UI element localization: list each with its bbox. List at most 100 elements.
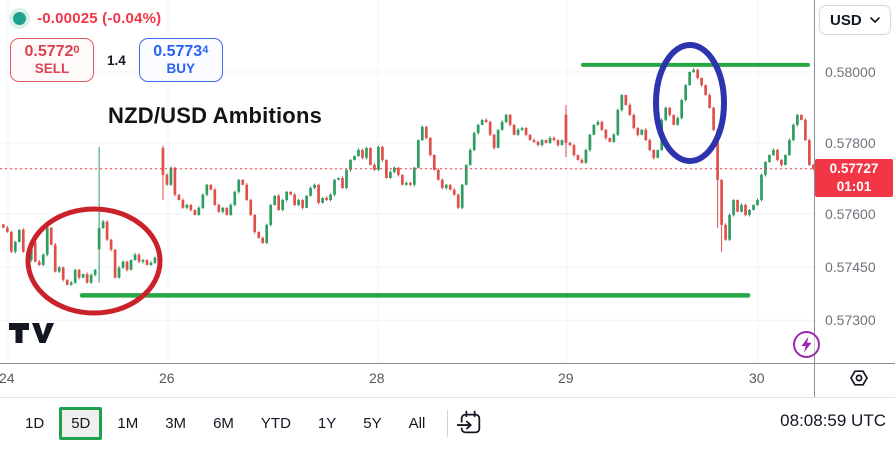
candle-body [345, 169, 348, 188]
candle-body [608, 137, 612, 142]
range-all[interactable]: All [408, 415, 426, 432]
candle-body [752, 204, 755, 210]
candle-body [221, 207, 225, 212]
candle-body [77, 269, 81, 278]
buy-button[interactable]: 0.57734 BUY [138, 38, 223, 82]
candle-body [716, 129, 719, 180]
tradingview-logo[interactable] [7, 322, 57, 344]
candle-body [420, 126, 424, 141]
candle-body [812, 164, 814, 169]
go-to-date-button[interactable] [457, 410, 484, 437]
candle-body [524, 128, 528, 135]
candle-body [656, 150, 660, 158]
candle-body [548, 137, 552, 143]
candle-body [740, 204, 743, 212]
candle-body [153, 257, 157, 263]
candle-body [416, 140, 420, 168]
candle-body [2, 224, 5, 228]
candle-body [584, 150, 588, 163]
sell-price: 0.5772 [24, 43, 74, 61]
range-1d[interactable]: 1D [25, 415, 45, 432]
price-tick-label: 0.57450 [825, 259, 876, 276]
price-change: -0.00025 (-0.04%) [37, 9, 162, 27]
time-axis[interactable]: 24 26 28 29 30 [0, 364, 814, 397]
candle-body [512, 124, 516, 135]
axis-separator-horizontal [0, 363, 895, 364]
range-ytd[interactable]: YTD [260, 415, 291, 432]
candle-body [373, 164, 376, 170]
candle-body [89, 274, 93, 283]
candle-body [33, 241, 37, 262]
axis-settings-gear-icon[interactable] [847, 368, 871, 388]
candle-body [69, 282, 73, 285]
candle-body [53, 244, 57, 272]
candle-body [692, 69, 696, 72]
candle-body [436, 169, 440, 180]
candle-body [600, 121, 604, 130]
candle-body [409, 182, 412, 185]
candle-body [165, 174, 169, 185]
currency-selector[interactable]: USD [819, 5, 891, 35]
candle-body [804, 119, 807, 141]
candle-body [672, 114, 676, 125]
candle-body [536, 141, 540, 146]
price-tick-label: 0.57800 [825, 134, 876, 151]
candle-body [225, 207, 229, 215]
candle-body [484, 119, 488, 122]
candle-body [189, 204, 193, 210]
candle-body [676, 118, 680, 125]
candle-body [588, 134, 592, 151]
candle-body [229, 204, 233, 215]
range-6m[interactable]: 6M [213, 415, 234, 432]
sell-price-pip: 0 [73, 44, 80, 57]
buy-label: BUY [166, 61, 196, 77]
candle-body [632, 114, 636, 129]
candle-body [472, 132, 476, 151]
candle-body [680, 100, 684, 119]
candle-body [800, 114, 803, 120]
candle-body [217, 204, 221, 212]
candle-body [349, 159, 352, 170]
candle-body [249, 200, 253, 215]
market-status-dot [13, 11, 26, 25]
chart-canvas[interactable]: NZD/USD Ambitions [0, 0, 814, 363]
candle-body [197, 207, 201, 215]
candle-body [145, 259, 149, 265]
candle-body [185, 204, 189, 208]
buy-price: 0.5773 [153, 43, 203, 61]
candle-body [237, 179, 241, 192]
candle-body [792, 124, 795, 141]
candle-body [317, 184, 320, 203]
candle-body [544, 140, 548, 143]
range-5d[interactable]: 5D [59, 407, 103, 440]
sell-button[interactable]: 0.57720 SELL [10, 38, 94, 82]
lightning-boost-icon[interactable] [792, 330, 821, 359]
candle-body [780, 159, 783, 165]
candle-body [281, 200, 285, 210]
highs-circle[interactable] [653, 42, 727, 164]
candle-body [305, 195, 308, 208]
candle-body [241, 179, 245, 185]
candle-body [37, 261, 41, 265]
candle-body [301, 200, 304, 208]
time-tick-label: 29 [558, 370, 574, 386]
candle-body [45, 227, 49, 255]
range-1y[interactable]: 1Y [317, 415, 337, 432]
candle-body [796, 114, 799, 125]
candle-body [169, 167, 173, 185]
candle-body [424, 126, 428, 138]
candle-body [137, 254, 141, 262]
candle-body [289, 191, 292, 195]
candle-body [652, 150, 656, 158]
range-5y[interactable]: 5Y [363, 415, 382, 432]
range-3m[interactable]: 3M [165, 415, 187, 432]
candle-body [121, 261, 125, 268]
lows-circle[interactable] [25, 206, 163, 316]
candle-body [105, 221, 109, 240]
candle-body [464, 164, 468, 185]
candle-body [389, 171, 392, 179]
price-axis[interactable]: USD 0.58000 0.57800 0.57600 0.57450 0.57300 … [815, 0, 895, 363]
candle-body [696, 69, 699, 79]
range-1m[interactable]: 1M [117, 415, 139, 432]
time-tick-label: 28 [369, 370, 385, 386]
